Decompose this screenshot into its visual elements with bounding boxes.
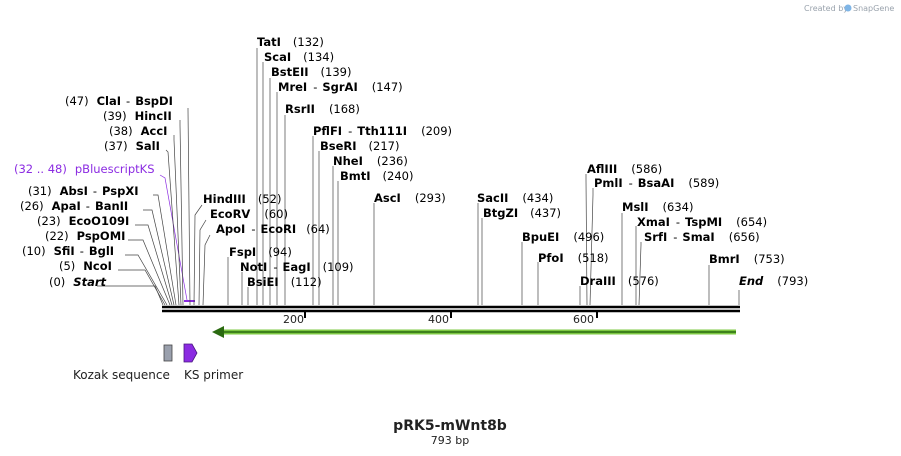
site-pspomi[interactable]: (22) PspOMI — [45, 229, 125, 243]
site-mrei[interactable]: MreI - SgrAI (147) — [278, 80, 403, 94]
site-hindiii[interactable]: HindIII (52) — [203, 192, 281, 206]
site-start[interactable]: (0) Start — [49, 275, 107, 289]
ks-primer-label: KS primer — [184, 368, 243, 382]
tick-label-600: 600 — [573, 313, 594, 326]
site-end[interactable]: End (793) — [739, 274, 808, 288]
site-pflfi[interactable]: PflFI - Tth111I (209) — [313, 124, 452, 138]
middle-site-labels: HindIII (52) EcoRV (60) ApoI - EcoRI (64) Fsp… — [203, 35, 452, 289]
site-rsrii[interactable]: RsrII (168) — [285, 102, 360, 116]
site-sali[interactable]: (37) SalI — [104, 139, 160, 153]
site-scai[interactable]: ScaI (134) — [264, 50, 334, 64]
sequence-backbone: 200 400 600 — [162, 305, 740, 326]
site-asci[interactable]: AscI (293) — [374, 191, 446, 205]
site-bseri[interactable]: BseRI (217) — [320, 139, 399, 153]
green-feature-arrow[interactable] — [212, 326, 736, 338]
site-bmti[interactable]: BmtI (240) — [340, 169, 413, 183]
site-msli[interactable]: MslI (634) — [622, 200, 693, 214]
plasmid-length: 793 bp — [431, 434, 469, 447]
credit-prefix: Created by — [804, 4, 848, 13]
plasmid-title: pRK5-mWnt8b — [393, 418, 507, 434]
left-site-labels: (0) Start (5) NcoI (10) SfiI - BglI (22) PspOM… — [14, 94, 173, 289]
site-afliii[interactable]: AflIII (586) — [587, 162, 662, 176]
ks-primer-feature[interactable] — [183, 343, 198, 363]
site-apoi[interactable]: ApoI - EcoRI (64) — [216, 222, 330, 236]
site-ecoo109i[interactable]: (23) EcoO109I — [37, 214, 129, 228]
site-tati[interactable]: TatI (132) — [257, 35, 324, 49]
site-pfoi[interactable]: PfoI (518) — [538, 251, 609, 265]
site-acci[interactable]: (38) AccI — [109, 124, 167, 138]
site-fspi[interactable]: FspI (94) — [229, 245, 292, 259]
site-draiii[interactable]: DraIII (576) — [580, 274, 659, 288]
site-bsteii[interactable]: BstEII (139) — [271, 65, 351, 79]
site-absi[interactable]: (31) AbsI - PspXI — [28, 184, 138, 198]
snapgene-credit: Created by SnapGene — [804, 4, 894, 13]
snapgene-logo-icon — [844, 4, 852, 12]
site-bpuei[interactable]: BpuEI (496) — [522, 230, 604, 244]
site-leader-lines — [97, 48, 740, 306]
site-hincii[interactable]: (39) HincII — [103, 109, 172, 123]
site-noti[interactable]: NotI - EagI (109) — [240, 260, 354, 274]
site-sfii[interactable]: (10) SfiI - BglI — [22, 244, 114, 258]
site-xmai[interactable]: XmaI - TspMI (654) — [637, 215, 767, 229]
site-clai[interactable]: (47) ClaI - BspDI — [65, 94, 173, 108]
site-bsiei[interactable]: BsiEI (112) — [247, 275, 322, 289]
site-sacii[interactable]: SacII (434) — [477, 191, 553, 205]
site-ncoi[interactable]: (5) NcoI — [59, 259, 112, 273]
site-srfi[interactable]: SrfI - SmaI (656) — [644, 230, 760, 244]
right-site-labels: SacII (434) BtgZI (437) BpuEI (496) PfoI (51… — [477, 162, 808, 288]
site-bmri[interactable]: BmrI (753) — [709, 252, 785, 266]
site-ecorv[interactable]: EcoRV (60) — [210, 207, 288, 221]
credit-brand: SnapGene — [853, 4, 894, 13]
site-nhei[interactable]: NheI (236) — [333, 154, 408, 168]
site-apai[interactable]: (26) ApaI - BanII — [20, 199, 128, 213]
site-pbluescriptks[interactable]: (32 .. 48) pBluescriptKS — [14, 162, 155, 176]
site-pmli[interactable]: PmlI - BsaAI (589) — [594, 176, 719, 190]
kozak-sequence-label: Kozak sequence — [73, 368, 170, 382]
tick-label-200: 200 — [283, 313, 304, 326]
tick-label-400: 400 — [428, 313, 449, 326]
site-btgzi[interactable]: BtgZI (437) — [483, 206, 561, 220]
kozak-sequence-feature[interactable] — [163, 344, 173, 362]
